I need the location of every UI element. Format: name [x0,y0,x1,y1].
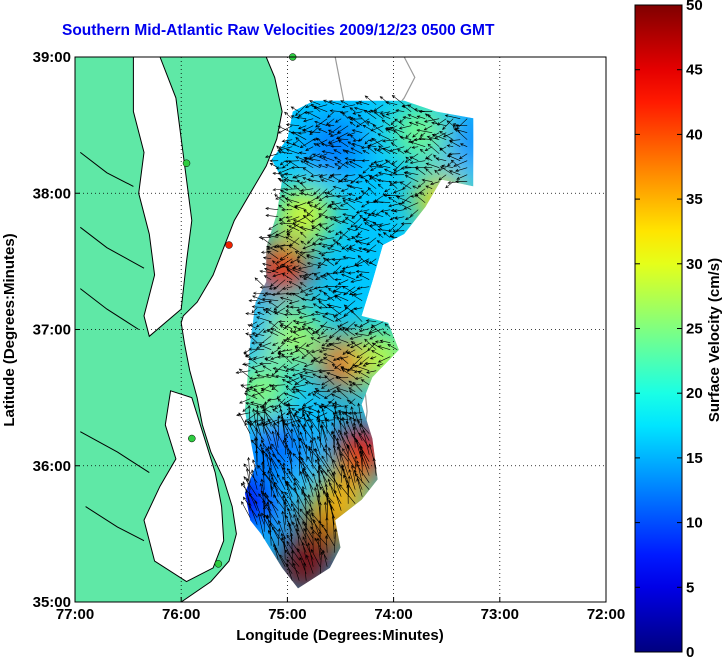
colorbar-tick-label: 20 [686,385,703,402]
x-tick-label: 72:00 [587,606,625,623]
river-lines [79,152,150,542]
colorbar-tick-label: 10 [686,515,703,532]
colorbar-tick-label: 0 [686,644,694,659]
radar-station-marker [214,560,223,568]
colorbar-tick-label: 5 [686,579,694,596]
radar-stations [182,53,297,568]
colorbar-ticks: 0 5 10 15 20 25 30 35 40 45 50 [635,0,703,659]
land-layer [75,57,283,602]
chart-title: Southern Mid-Atlantic Raw Velocities 200… [62,22,495,39]
colorbar-tick-label: 30 [686,256,703,273]
radar-station-marker [188,434,196,443]
x-tick-label: 76:00 [162,606,200,623]
y-tick-label: 38:00 [33,185,71,202]
colorbar-tick-label: 25 [686,321,703,338]
colorbar-tick-label: 45 [686,62,703,79]
y-axis-ticks: 35:00 36:00 37:00 38:00 39:00 [33,49,80,611]
land-mass [75,57,283,602]
colorbar-tick-label: 15 [686,450,703,467]
colorbar-label: Surface Velocity (cm/s) [706,258,723,422]
y-tick-label: 36:00 [33,458,71,475]
colorbar-tick-label: 35 [686,191,703,208]
y-tick-label: 35:00 [33,594,71,611]
grid-lines [75,57,606,602]
velocity-arrows [235,94,468,581]
colorbar [634,4,683,653]
y-tick-label: 37:00 [33,322,71,339]
y-tick-label: 39:00 [33,49,71,66]
x-tick-label: 75:00 [268,606,306,623]
velocity-patch [254,240,311,297]
chesapeake-bay [132,57,225,583]
x-tick-label: 77:00 [56,606,94,623]
colorbar-tick-label: 40 [686,126,703,143]
y-axis-label: Latitude (Degrees:Minutes) [1,233,18,426]
colorbar-tick-label: 50 [686,0,703,14]
velocity-vectors [235,94,468,581]
radar-station-marker [225,241,233,249]
x-tick-label: 74:00 [374,606,412,623]
x-axis-ticks: 77:00 76:00 75:00 74:00 73:00 72:00 [56,597,625,623]
x-tick-label: 73:00 [481,606,519,623]
radar-station-marker [182,159,191,168]
x-axis-label: Longitude (Degrees:Minutes) [236,627,444,644]
